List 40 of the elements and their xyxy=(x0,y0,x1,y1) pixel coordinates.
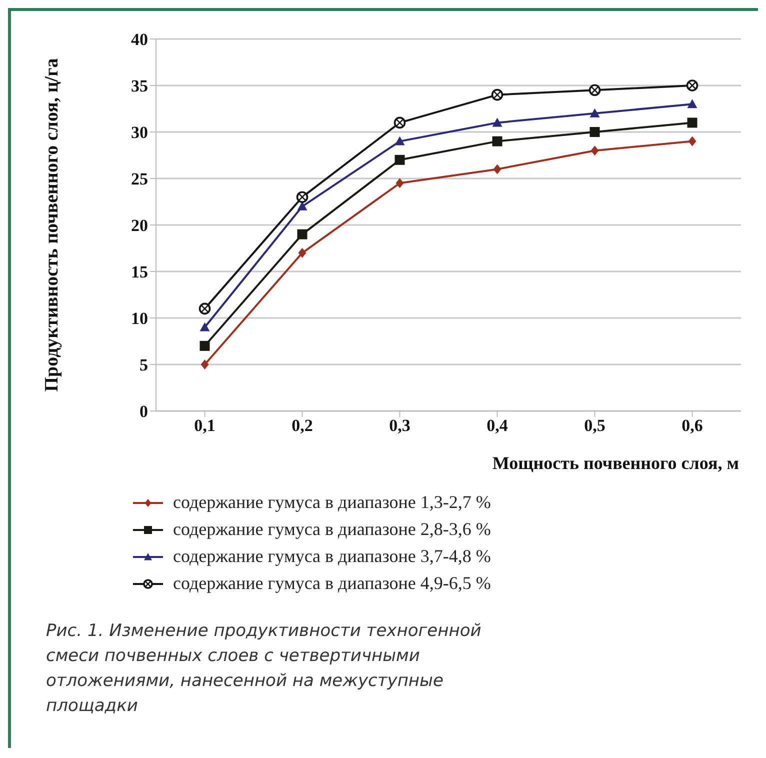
text: Рис. 1. Изменение продуктивности техногенной смеси почвенных слоев с четвертичными отложениями, нанесенной на межуступные площадки xyxy=(46,620,482,718)
x-tick-label: 0,3 xyxy=(389,416,410,436)
y-tick-label: 35 xyxy=(131,76,148,96)
x-axis-title: Мощность почвенного слоя, м xyxy=(492,453,739,473)
x-tick-label: 0,5 xyxy=(584,416,606,436)
y-tick-label: 30 xyxy=(131,123,148,142)
y-tick-label: 20 xyxy=(131,216,148,236)
point xyxy=(396,178,404,188)
x-tick-label: 0,4 xyxy=(486,416,508,436)
point xyxy=(590,108,600,118)
point xyxy=(200,322,210,332)
y-tick-label: 0 xyxy=(140,402,148,422)
legend-label: содержание гумуса в диапазоне 3,7-4,8 % xyxy=(173,545,491,568)
point xyxy=(394,154,405,165)
point xyxy=(200,360,209,370)
point xyxy=(687,99,698,108)
y-tick-label: 5 xyxy=(140,356,148,375)
point xyxy=(298,248,306,258)
point xyxy=(297,229,308,240)
legend-label: содержание гумуса в диапазоне 1,3-2,7 % xyxy=(173,491,491,514)
point xyxy=(200,340,210,351)
point xyxy=(687,118,698,128)
y-axis-title: Продуктивность почвенного слоя, ц/га xyxy=(42,58,63,392)
y-tick-label: 15 xyxy=(131,262,148,282)
legend-label: содержание гумуса в диапазоне 2,8-3,6 % xyxy=(173,518,491,541)
point xyxy=(297,201,308,210)
point xyxy=(492,118,502,127)
y-tick-label: 10 xyxy=(131,309,148,328)
y-tick-label: 25 xyxy=(131,170,148,189)
x-tick-label: 0,2 xyxy=(292,416,313,436)
legend-label: содержание гумуса в диапазоне 4,9-6,5 % xyxy=(173,572,491,595)
x-tick-label: 0,1 xyxy=(194,416,216,436)
point xyxy=(394,136,405,146)
point xyxy=(492,136,502,146)
point xyxy=(493,164,502,174)
y-tick-label: 40 xyxy=(131,30,148,50)
point xyxy=(590,146,599,156)
x-tick-label: 0,6 xyxy=(682,416,703,436)
point xyxy=(688,136,696,146)
point xyxy=(590,127,600,137)
